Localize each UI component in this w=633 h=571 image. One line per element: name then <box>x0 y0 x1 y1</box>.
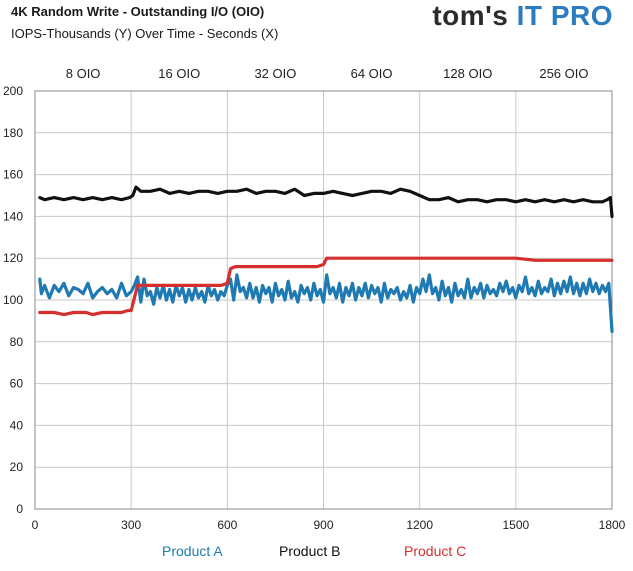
chart-title: 4K Random Write - Outstanding I/O (OIO) <box>11 4 265 19</box>
y-tick-label: 180 <box>3 126 23 140</box>
plot-area-border <box>34 90 613 510</box>
y-tick-label: 20 <box>10 460 24 474</box>
chart-subtitle: IOPS-Thousands (Y) Over Time - Seconds (… <box>11 26 279 41</box>
legend-item-product-a: Product A <box>162 543 223 559</box>
series-line-product-a <box>38 273 614 333</box>
y-tick-label: 120 <box>3 251 23 265</box>
phase-label: 32 OIO <box>254 66 296 81</box>
x-tick-label: 600 <box>217 518 237 532</box>
y-tick-label: 40 <box>10 418 24 432</box>
phase-label: 64 OIO <box>351 66 393 81</box>
brand-logo: tom's IT PRO <box>432 0 613 32</box>
legend-item-product-b: Product B <box>279 543 341 559</box>
y-tick-label: 0 <box>16 502 23 516</box>
phase-label: 16 OIO <box>158 66 200 81</box>
phase-label: 8 OIO <box>66 66 101 81</box>
y-tick-label: 80 <box>10 335 24 349</box>
y-tick-label: 100 <box>3 293 23 307</box>
y-tick-label: 60 <box>10 377 24 391</box>
brand-logo-part2: IT PRO <box>516 0 613 31</box>
x-tick-label: 0 <box>32 518 39 532</box>
x-tick-label: 900 <box>313 518 333 532</box>
series-line-product-c <box>38 256 614 317</box>
x-tick-label: 1200 <box>406 518 433 532</box>
x-tick-label: 300 <box>121 518 141 532</box>
x-tick-label: 1800 <box>599 518 626 532</box>
y-tick-label: 200 <box>3 84 23 98</box>
brand-logo-part1: tom's <box>432 0 509 31</box>
phase-label: 128 OIO <box>443 66 492 81</box>
phase-label: 256 OIO <box>539 66 588 81</box>
series-line-product-b <box>38 185 614 218</box>
y-tick-label: 140 <box>3 209 23 223</box>
x-tick-label: 1500 <box>502 518 529 532</box>
y-tick-label: 160 <box>3 168 23 182</box>
legend-item-product-c: Product C <box>404 543 467 559</box>
